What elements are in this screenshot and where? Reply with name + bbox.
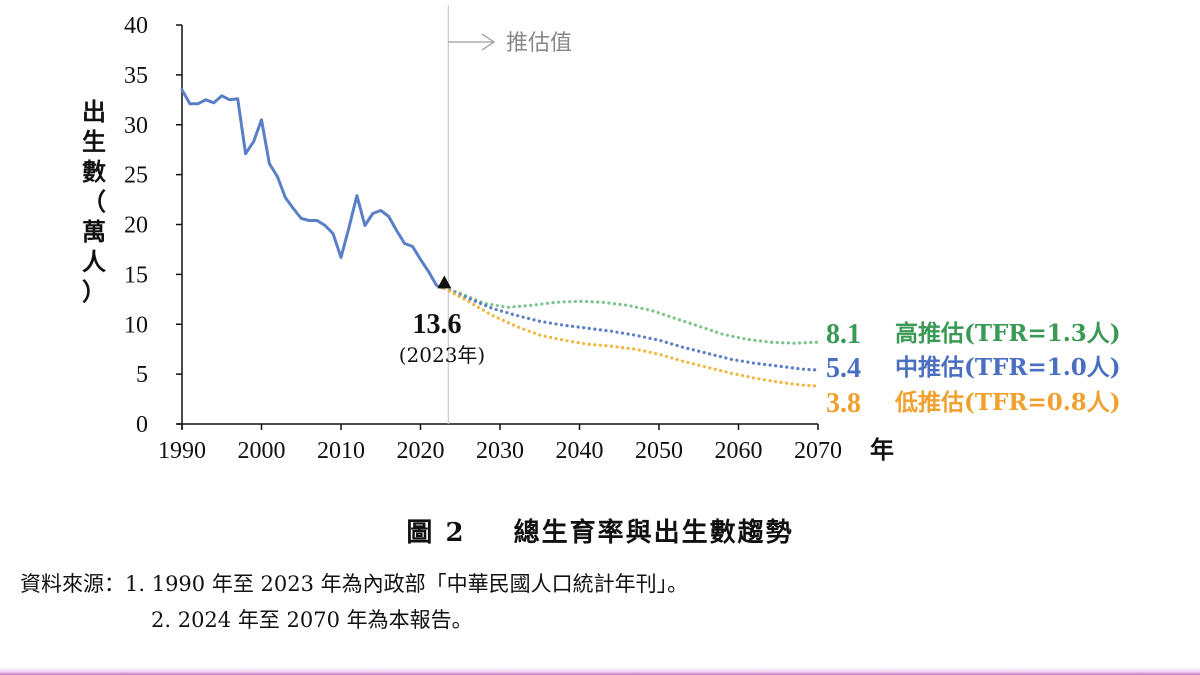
bottom-border [0, 667, 1200, 675]
annotation-value: 13.6 [413, 309, 462, 340]
y-tick-label: 20 [124, 213, 148, 239]
y-tick-label: 10 [124, 312, 148, 338]
x-tick-label: 2040 [556, 438, 604, 464]
x-tick-label: 2050 [635, 438, 683, 464]
source-prefix: 資料來源： [20, 572, 125, 596]
birth-trend-chart: 0 5 10 15 20 25 30 35 40 1990 2000 2010 2020 2030 2040… [82, 5, 1121, 464]
series-line-low [442, 286, 820, 388]
x-tick-label: 2010 [317, 438, 365, 464]
projection-arrow-head [481, 33, 496, 51]
y-tick-label: 40 [124, 13, 148, 39]
y-axis-label-char: 生 [82, 127, 106, 156]
y-tick-label: 15 [124, 262, 148, 288]
x-tick-label: 2060 [715, 438, 763, 464]
annotation-year: (2023年) [399, 343, 486, 367]
figure-caption: 圖 2 總生育率與出生數趨勢 [0, 512, 1200, 549]
series-last-value-high: 8.1 [826, 319, 861, 350]
source-notes: 資料來源：1. 1990 年至 2023 年為內政部「中華民國人口統計年刊」。 … [20, 566, 688, 638]
y-axis-label-char: （ [82, 187, 106, 216]
annotation-marker [437, 275, 452, 289]
x-tick-label: 2030 [476, 438, 524, 464]
y-axis-label-char: ） [82, 277, 106, 306]
x-axis-unit: 年 [870, 435, 894, 464]
source-line-1: 1. 1990 年至 2023 年為內政部「中華民國人口統計年刊」。 [125, 572, 689, 596]
x-tick-label: 2070 [794, 438, 842, 464]
y-tick-label: 5 [136, 362, 148, 388]
source-row-2: 2. 2024 年至 2070 年為本報告。 [20, 602, 688, 638]
series-last-value-medium: 5.4 [826, 353, 861, 384]
y-tick-label: 30 [124, 113, 148, 139]
series-label-high: 高推估(TFR=1.3人) [895, 320, 1121, 347]
y-axis-label-char: 數 [82, 157, 106, 186]
x-tick-label: 1990 [158, 438, 206, 464]
series-label-low: 低推估(TFR=0.8人) [894, 389, 1121, 416]
x-tick-label: 2000 [238, 438, 286, 464]
figure-title: 總生育率與出生數趨勢 [513, 518, 794, 548]
y-tick-label: 0 [136, 412, 148, 438]
series-line-actual [180, 88, 446, 290]
source-row-1: 資料來源：1. 1990 年至 2023 年為內政部「中華民國人口統計年刊」。 [20, 566, 688, 602]
y-axis-label-char: 人 [82, 247, 106, 276]
y-tick-label: 35 [124, 63, 148, 89]
x-tick-label: 2020 [397, 438, 445, 464]
y-tick-label: 25 [124, 163, 148, 189]
source-line-2: 2. 2024 年至 2070 年為本報告。 [151, 608, 473, 632]
projection-label: 推估值 [506, 31, 572, 56]
series-line-medium [442, 286, 820, 372]
y-axis-label-char: 出 [82, 97, 106, 126]
y-axis-label-char: 萬 [82, 217, 106, 246]
series-last-value-low: 3.8 [826, 388, 861, 419]
figure-number: 圖 2 [406, 518, 466, 548]
series-line-high [442, 286, 820, 345]
series-label-medium: 中推估(TFR=1.0人) [895, 354, 1121, 381]
